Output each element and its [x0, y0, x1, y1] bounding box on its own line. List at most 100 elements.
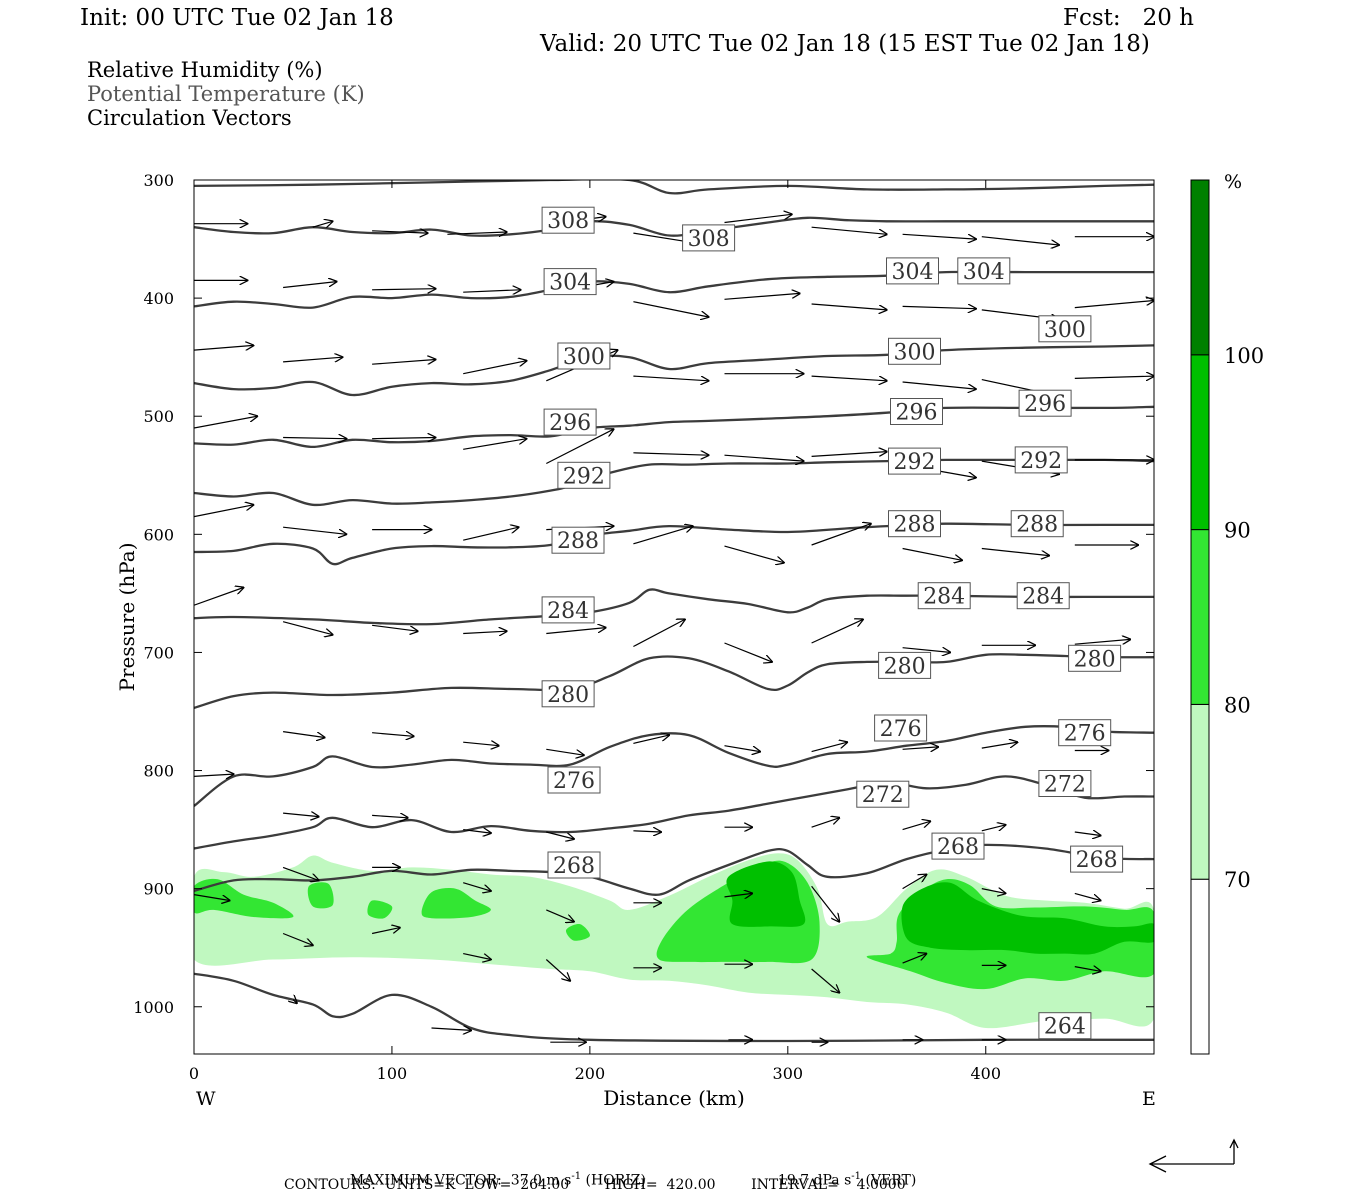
- y-tick-label: 1000: [133, 998, 174, 1017]
- contour-label: 292: [894, 450, 936, 475]
- contour-label-box: [1038, 1012, 1092, 1040]
- theta-contour-308: [194, 216, 1154, 237]
- rh-region-80: [307, 882, 334, 909]
- circulation-vector: [902, 647, 951, 653]
- y-axis-label: Pressure (hPa): [115, 543, 139, 692]
- circulation-vector: [546, 628, 605, 635]
- contour-label-box: [1018, 389, 1072, 417]
- contour-label-box: [1058, 719, 1112, 747]
- contour-label-box: [888, 337, 941, 365]
- contour-label: 276: [880, 717, 922, 742]
- circulation-vector: [811, 226, 887, 234]
- contour-label-box: [547, 851, 601, 879]
- theta-contour-272: [194, 775, 1154, 850]
- circulation-vector: [902, 233, 976, 239]
- contours-info: CONTOURS: UNITS=K LOW= 264.00 HIGH= 420.…: [284, 1177, 906, 1193]
- max-vector-label: MAXIMUM VECTOR:: [349, 1172, 502, 1189]
- max-vert-line: 19.7 dPa s-1 (VERT): [769, 1158, 916, 1188]
- x-tick-label: 400: [970, 1064, 1001, 1083]
- contour-label: 288: [894, 513, 936, 538]
- circulation-vector: [463, 631, 507, 633]
- contour-label-box: [557, 461, 611, 489]
- circulation-vector: [282, 932, 313, 946]
- contour-label-box: [1016, 582, 1070, 610]
- circulation-vector: [633, 831, 661, 832]
- contour-label: 284: [547, 599, 589, 624]
- circulation-vector: [372, 289, 435, 290]
- x-tick-label: 300: [773, 1064, 804, 1083]
- circulation-vector: [283, 438, 346, 439]
- circulation-vector: [372, 231, 428, 233]
- contour-label: 292: [1020, 449, 1062, 474]
- contour-label-box: [1070, 845, 1124, 873]
- circulation-vector: [1074, 301, 1154, 309]
- relative-humidity-fill: [194, 853, 1154, 1029]
- circulation-vector: [194, 774, 234, 776]
- circulation-vector: [811, 452, 887, 457]
- circulation-vector: [811, 885, 840, 921]
- contour-label-box: [543, 408, 597, 436]
- contour-label-box: [1010, 510, 1064, 538]
- circulation-vector: [902, 381, 976, 389]
- axes: 300 400 500 600 700 800 900 1000 0 100 200 300 400: [133, 171, 1154, 1083]
- circulation-vector: [194, 345, 253, 351]
- contour-label: 288: [557, 529, 599, 554]
- circulation-vector: [724, 745, 761, 752]
- theta-contour-292: [194, 458, 1154, 507]
- vert-label: (VERT): [865, 1172, 917, 1189]
- contour-label-box: [543, 268, 597, 296]
- circulation-vector: [902, 821, 931, 831]
- colorbar-swatch: [1190, 354, 1210, 531]
- contour-label: 268: [553, 854, 595, 879]
- y-tick-label: 300: [143, 171, 174, 190]
- contour-label-box: [1038, 315, 1092, 343]
- contour-labels: 264 268 268 268 272 272 276 276 276 280 280 280 284 2…: [541, 206, 1124, 1040]
- colorbar-swatch: [1190, 703, 1210, 880]
- circulation-vector: [463, 290, 520, 292]
- circulation-vector: [1074, 639, 1130, 645]
- contour-label-box: [888, 510, 941, 538]
- contour-label: 268: [1076, 848, 1118, 873]
- circulation-vector: [724, 454, 804, 461]
- y-tick-label: 700: [143, 643, 174, 662]
- valid-time: Valid: 20 UTC Tue 02 Jan 18 (15 EST Tue …: [540, 31, 1150, 57]
- contour-label: 280: [547, 683, 589, 708]
- circulation-vector: [312, 221, 333, 227]
- contour-label-box: [890, 398, 943, 425]
- contour-label: 304: [963, 260, 1005, 285]
- circulation-vector: [724, 893, 753, 897]
- colorbar-level-label: 90: [1224, 519, 1251, 543]
- circulation-vector: [194, 505, 253, 518]
- contour-label-box: [957, 257, 1011, 285]
- contour-label-box: [886, 257, 939, 285]
- theta-contour-280: [194, 653, 1154, 710]
- circulation-vector: [724, 214, 792, 224]
- vert-exponent: -1: [851, 1171, 862, 1182]
- rh-region-80: [565, 923, 590, 941]
- forecast-hour: Fcst: 20 h: [1063, 5, 1194, 31]
- circulation-vector: [372, 624, 418, 631]
- contour-label-box: [557, 342, 611, 370]
- circulation-vector: [283, 813, 319, 817]
- contour-label-box: [1038, 770, 1092, 797]
- contour-label: 292: [563, 464, 605, 489]
- circulation-vector: [463, 830, 491, 834]
- circulation-vector: [633, 301, 708, 317]
- field-relative-humidity: Relative Humidity (%): [87, 58, 323, 82]
- contour-label: 272: [1044, 773, 1086, 798]
- circulation-vector: [282, 621, 333, 635]
- circulation-vector: [981, 889, 1006, 894]
- contour-label: 300: [1044, 318, 1086, 343]
- east-label: E: [1142, 1088, 1156, 1110]
- circulation-vector: [633, 526, 692, 545]
- circulation-vector: [546, 748, 584, 755]
- circulation-vector: [293, 1000, 297, 1004]
- circulation-vector: [283, 357, 342, 363]
- reference-vector-icon: [1148, 1138, 1239, 1173]
- circulation-vector: [1074, 376, 1154, 378]
- circulation-vector: [811, 818, 840, 828]
- theta-contour-296: [194, 405, 1154, 449]
- colorbar-swatch: [1190, 529, 1210, 705]
- contour-label: 300: [894, 340, 936, 365]
- colorbar: 70 80 90 100: [1190, 179, 1264, 1055]
